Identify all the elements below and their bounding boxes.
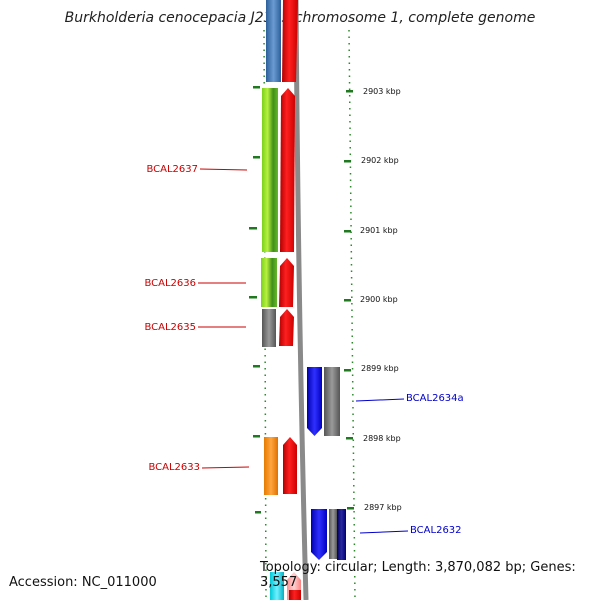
gene-red-2633 bbox=[283, 437, 297, 494]
leader-line-bcal2633 bbox=[201, 466, 250, 469]
gene-bcal2632-blue bbox=[311, 509, 327, 560]
scale-label: 2902 kbp bbox=[361, 156, 399, 165]
scale-label: 2897 kbp bbox=[364, 503, 402, 512]
gene-bcal2637 bbox=[262, 88, 278, 252]
gene-label-bcal2635: BCAL2635 bbox=[144, 322, 196, 333]
genome-summary: Topology: circular; Length: 3,870,082 bp… bbox=[260, 560, 576, 590]
feature-red-top bbox=[282, 0, 298, 82]
gene-bcal2634a bbox=[324, 367, 340, 436]
gene-bcal2633 bbox=[264, 437, 278, 495]
gene-bcal2636 bbox=[261, 258, 277, 307]
gene-red-2636 bbox=[279, 258, 294, 307]
scale-label: 2899 kbp bbox=[361, 364, 399, 373]
gene-red-2635 bbox=[279, 309, 294, 346]
scale-label: 2903 kbp bbox=[363, 87, 401, 96]
gene-label-bcal2636: BCAL2636 bbox=[144, 278, 196, 289]
gene-label-bcal2633: BCAL2633 bbox=[148, 462, 200, 473]
feature-blue-top bbox=[266, 0, 281, 82]
gene-label-bcal2632: BCAL2632 bbox=[410, 525, 462, 536]
gene-bcal2635 bbox=[262, 309, 276, 347]
leader-line-bcal2632 bbox=[359, 530, 409, 534]
scale-label: 2898 kbp bbox=[363, 434, 401, 443]
feature-cyan-bottom bbox=[270, 572, 284, 600]
scale-label: 2900 kbp bbox=[360, 295, 398, 304]
leader-line-bcal2637 bbox=[199, 168, 248, 171]
gene-bcal2634a-blue bbox=[307, 367, 322, 436]
gene-bcal2632-gray bbox=[329, 509, 337, 559]
right-track-guide bbox=[348, 29, 356, 600]
leader-line-bcal2634a bbox=[355, 398, 405, 402]
gene-red-2637 bbox=[280, 88, 295, 252]
accession-label: Accession: NC_011000 bbox=[9, 575, 157, 590]
gene-label-bcal2634a: BCAL2634a bbox=[406, 393, 464, 404]
chromosome-backbone bbox=[293, 0, 309, 600]
map-title: Burkholderia cenocepacia J2315 chromosom… bbox=[64, 10, 536, 26]
gene-bcal2632 bbox=[337, 509, 346, 560]
left-track-guide bbox=[263, 29, 267, 600]
scale-label: 2901 kbp bbox=[360, 226, 398, 235]
gene-label-bcal2637: BCAL2637 bbox=[146, 164, 198, 175]
feature-red-bottom bbox=[289, 590, 301, 600]
scale-ticks bbox=[249, 86, 354, 514]
